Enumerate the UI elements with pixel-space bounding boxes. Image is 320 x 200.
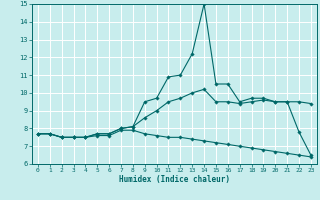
X-axis label: Humidex (Indice chaleur): Humidex (Indice chaleur) — [119, 175, 230, 184]
